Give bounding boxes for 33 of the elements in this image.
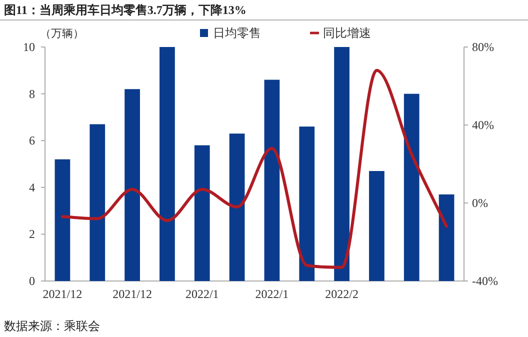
bar xyxy=(404,94,420,281)
y2-tick-label: 40% xyxy=(472,118,494,132)
bar xyxy=(438,194,454,281)
y-tick-label: 6 xyxy=(29,134,35,148)
y-tick-label: 10 xyxy=(23,40,35,54)
line-series xyxy=(60,68,448,269)
bar xyxy=(264,80,280,281)
bar xyxy=(334,47,350,281)
bar xyxy=(369,171,384,281)
bar xyxy=(90,124,106,281)
y-tick-label: 4 xyxy=(29,180,35,194)
bar xyxy=(299,126,315,281)
x-tick-label: 2022/1 xyxy=(185,287,219,301)
bar xyxy=(124,89,140,281)
source-note: 数据来源：乘联会 xyxy=(4,319,100,333)
y2-tick-label: 0% xyxy=(472,196,488,210)
y2-tick-label: 80% xyxy=(472,40,494,54)
y2-tick-label: -40% xyxy=(472,274,498,288)
x-tick-label: 2021/12 xyxy=(112,287,152,301)
x-tick-label: 2022/2 xyxy=(325,287,358,301)
y-tick-label: 0 xyxy=(29,274,35,288)
chart-title: 图11：当周乘用车日均零售3.7万辆，下降13% xyxy=(4,3,246,17)
y-axis-title: （万辆） xyxy=(40,28,84,40)
bar xyxy=(54,159,70,281)
bar xyxy=(160,47,175,281)
x-tick-label: 2021/12 xyxy=(42,287,82,301)
bar xyxy=(229,134,245,281)
y-tick-label: 2 xyxy=(29,227,35,242)
y-tick-label: 8 xyxy=(29,86,35,101)
legend-label: 同比增速 xyxy=(323,26,371,40)
legend-label: 日均零售 xyxy=(213,26,261,40)
bar xyxy=(194,145,210,281)
x-tick-label: 2022/1 xyxy=(255,287,289,301)
